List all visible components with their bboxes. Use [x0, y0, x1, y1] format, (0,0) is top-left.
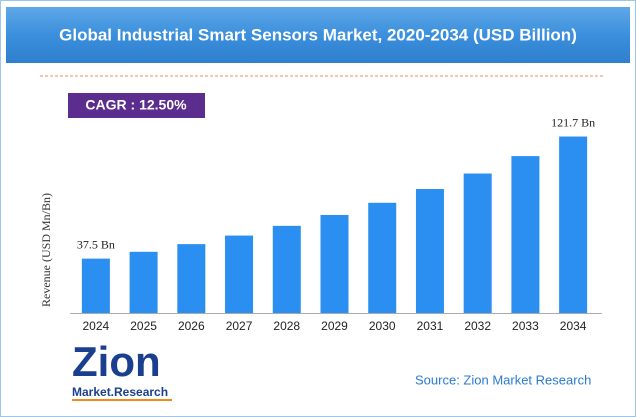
x-tick-label: 2028 [273, 319, 300, 333]
cagr-box [68, 93, 205, 118]
cagr-label: CAGR : 12.50% [85, 97, 187, 113]
bar [225, 235, 254, 313]
bar [320, 214, 349, 313]
x-tick-label: 2027 [226, 319, 253, 333]
source: Source: Zion Market Research [415, 372, 591, 387]
x-tick-label: 2031 [417, 319, 444, 333]
value-label: 37.5 Bn [77, 237, 115, 251]
bar [272, 225, 301, 313]
bar [129, 251, 158, 313]
x-tick-label: 2029 [321, 319, 348, 333]
chart-title: Global Industrial Smart Sensors Market, … [59, 25, 577, 44]
y-axis-label: Revenue (USD Mn/Bn) [39, 193, 53, 307]
title-banner [6, 7, 630, 63]
bar [368, 202, 397, 313]
bar [177, 244, 206, 313]
bar [415, 189, 444, 313]
value-label: 121.7 Bn [551, 115, 595, 129]
logo-tagline: Market.Research [72, 385, 168, 399]
bar [463, 173, 492, 313]
bar [559, 136, 588, 313]
bar [511, 156, 540, 313]
logo-name: Zion [72, 338, 161, 385]
x-tick-label: 2033 [512, 319, 539, 333]
bar [81, 258, 110, 313]
x-tick-label: 2030 [369, 319, 396, 333]
x-tick-label: 2032 [464, 319, 491, 333]
x-tick-label: 2026 [178, 319, 205, 333]
x-tick-label: 2034 [560, 319, 587, 333]
x-tick-label: 2025 [130, 319, 157, 333]
x-tick-label: 2024 [83, 319, 110, 333]
